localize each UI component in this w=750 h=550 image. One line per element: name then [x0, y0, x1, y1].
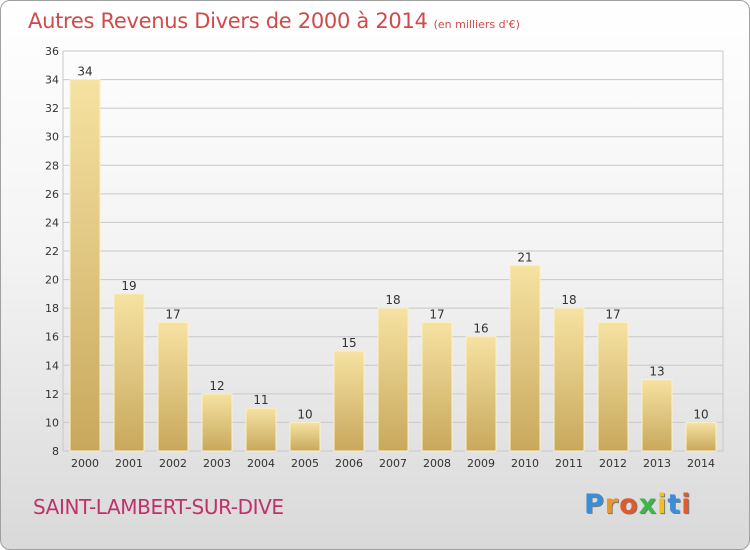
bar-2004	[245, 407, 277, 452]
data-label-2003: 12	[209, 379, 224, 393]
data-label-2004: 11	[253, 393, 268, 407]
y-tick-label: 22	[45, 245, 59, 258]
x-tick-label: 2005	[291, 457, 319, 470]
bar-2005	[289, 421, 321, 452]
logo-letter: t	[667, 489, 682, 520]
chart-title: Autres Revenus Divers de 2000 à 2014 (en …	[28, 9, 520, 33]
bar-2003	[201, 393, 233, 452]
chart-subtitle: (en milliers d'€)	[433, 18, 520, 31]
x-tick-label: 2012	[599, 457, 627, 470]
y-tick-label: 20	[45, 274, 59, 287]
x-tick-label: 2011	[555, 457, 583, 470]
y-tick-label: 24	[45, 216, 59, 229]
data-label-2009: 16	[473, 322, 488, 336]
bar-2008	[421, 321, 453, 452]
chart-title-text: Autres Revenus Divers de 2000 à 2014	[28, 9, 428, 33]
data-label-2007: 18	[385, 293, 400, 307]
data-label-2011: 18	[561, 293, 576, 307]
data-label-2013: 13	[649, 365, 664, 379]
bars: 34 19 17 12 11 10 15 18 17 16 21 18 17 13 10	[69, 65, 717, 452]
x-tick-label: 2003	[203, 457, 231, 470]
y-tick-label: 26	[45, 188, 59, 201]
bar-2013	[641, 379, 673, 452]
data-label-2008: 17	[429, 307, 444, 321]
data-label-2014: 10	[693, 407, 708, 421]
x-tick-label: 2014	[687, 457, 715, 470]
x-tick-label: 2004	[247, 457, 275, 470]
x-tick-label: 2008	[423, 457, 451, 470]
y-tick-label: 10	[45, 416, 59, 429]
bar-2007	[377, 307, 409, 452]
x-tick-label: 2010	[511, 457, 539, 470]
y-axis: 8 10 12 14 16 18 20 22 24 26 28 30 32 34 36	[45, 45, 59, 458]
proxiti-logo[interactable]: Proxiti	[584, 489, 692, 520]
bar-2012	[597, 321, 629, 452]
logo-letter: i	[657, 489, 668, 520]
x-tick-label: 2001	[115, 457, 143, 470]
logo-letter: r	[604, 489, 620, 520]
data-label-2010: 21	[517, 250, 532, 264]
x-tick-label: 2000	[71, 457, 99, 470]
data-label-2006: 15	[341, 336, 356, 350]
y-tick-label: 34	[45, 74, 59, 87]
y-tick-label: 8	[52, 445, 59, 458]
bar-2002	[157, 321, 189, 452]
x-tick-label: 2006	[335, 457, 363, 470]
y-tick-label: 12	[45, 388, 59, 401]
bar-2000	[69, 79, 101, 452]
x-tick-label: 2009	[467, 457, 495, 470]
y-tick-label: 30	[45, 131, 59, 144]
x-tick-label: 2002	[159, 457, 187, 470]
bar-2014	[685, 421, 717, 452]
logo-letter: P	[584, 489, 605, 520]
logo-letter: o	[619, 489, 639, 520]
bar-2001	[113, 293, 145, 452]
y-tick-label: 16	[45, 331, 59, 344]
logo-letter: x	[638, 489, 658, 520]
x-tick-label: 2007	[379, 457, 407, 470]
bar-2011	[553, 307, 585, 452]
data-label-2001: 19	[121, 279, 136, 293]
logo-letter: i	[681, 489, 692, 520]
bar-2009	[465, 336, 497, 452]
place-name: SAINT-LAMBERT-SUR-DIVE	[33, 495, 284, 519]
y-tick-label: 36	[45, 45, 59, 58]
data-label-2000: 34	[77, 65, 92, 79]
bar-2006	[333, 350, 365, 452]
data-label-2012: 17	[605, 307, 620, 321]
x-tick-label: 2013	[643, 457, 671, 470]
y-tick-label: 32	[45, 102, 59, 115]
y-tick-label: 14	[45, 359, 59, 372]
data-label-2005: 10	[297, 407, 312, 421]
y-tick-label: 28	[45, 159, 59, 172]
data-label-2002: 17	[165, 307, 180, 321]
y-tick-label: 18	[45, 302, 59, 315]
bar-2010	[509, 264, 541, 452]
x-axis: 2000 2001 2002 2003 2004 2005 2006 2007 2008 2009…	[71, 457, 715, 470]
